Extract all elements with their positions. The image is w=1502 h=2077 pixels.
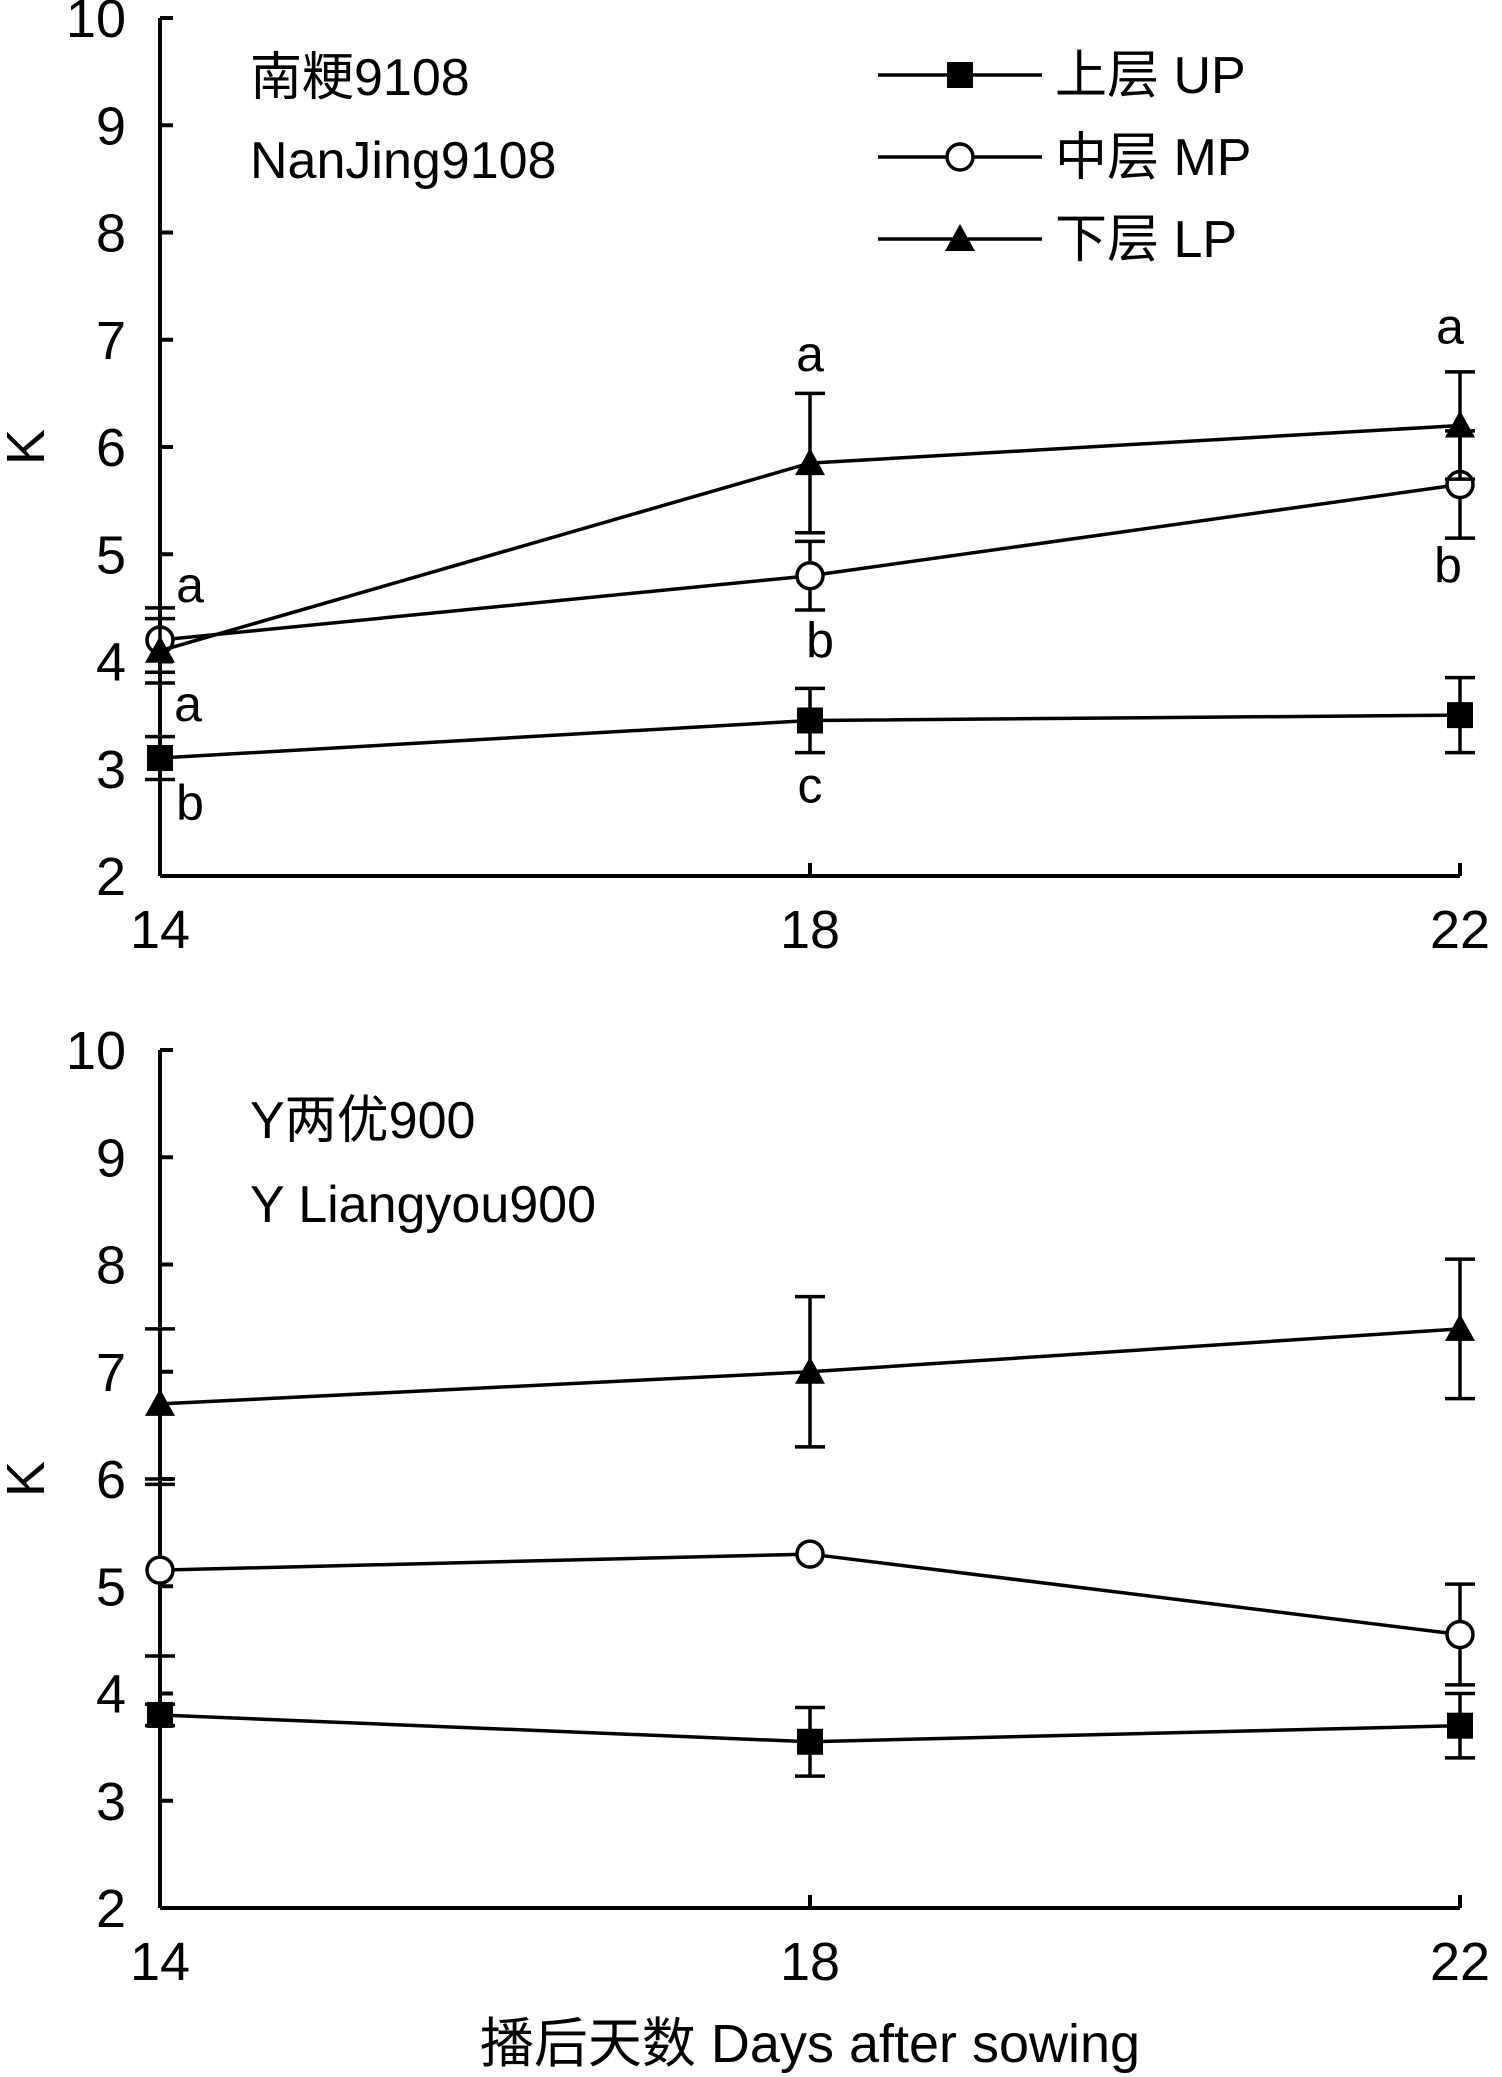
significance-letter: b: [1434, 538, 1462, 594]
significance-letter: a: [174, 676, 202, 732]
data-point: [795, 1539, 825, 1569]
y-tick-label: 2: [96, 847, 126, 907]
legend-marker: [945, 142, 975, 172]
x-tick-label: 18: [780, 900, 840, 960]
data-point: [1445, 1313, 1475, 1341]
legend-marker: [945, 224, 975, 251]
legend-label: 中层 MP: [1055, 129, 1251, 187]
y-tick-label: 4: [96, 633, 126, 693]
data-point: [795, 448, 825, 476]
data-point: [147, 1701, 173, 1728]
x-axis-label: 播后天数 Days after sowing: [480, 2014, 1140, 2074]
legend-label: 上层 UP: [1055, 47, 1246, 105]
y-tick-label: 10: [66, 1021, 126, 1081]
significance-letter: a: [1436, 299, 1464, 355]
y-tick-label: 6: [96, 1450, 126, 1510]
y-axis-label: K: [0, 429, 56, 465]
x-tick-label: 22: [1430, 900, 1490, 960]
x-tick-label: 22: [1430, 1932, 1490, 1992]
y-tick-label: 9: [96, 1128, 126, 1188]
significance-letter: a: [176, 557, 204, 613]
y-tick-label: 5: [96, 1557, 126, 1617]
panel-title: Y两优900: [250, 1092, 475, 1150]
panel-title: 南粳9108: [250, 49, 470, 107]
y-tick-label: 3: [96, 740, 126, 800]
y-tick-label: 9: [96, 96, 126, 156]
y-tick-label: 7: [96, 1343, 126, 1403]
data-point: [797, 707, 823, 734]
y-tick-label: 5: [96, 525, 126, 585]
data-point: [1445, 410, 1475, 438]
data-point: [147, 745, 173, 772]
x-tick-label: 14: [130, 1932, 190, 1992]
data-point: [145, 635, 175, 663]
y-tick-label: 8: [96, 1236, 126, 1296]
significance-letter: a: [796, 326, 824, 382]
y-tick-label: 6: [96, 418, 126, 478]
legend-label: 下层 LP: [1055, 211, 1237, 269]
panel-subtitle: Y Liangyou900: [250, 1176, 596, 1234]
y-tick-label: 8: [96, 204, 126, 264]
significance-letter: b: [806, 613, 834, 669]
data-point: [1445, 1619, 1475, 1650]
legend-marker: [947, 62, 973, 88]
panel-subtitle: NanJing9108: [250, 132, 556, 190]
significance-letter: c: [798, 757, 823, 813]
x-tick-label: 18: [780, 1932, 840, 1992]
data-point: [795, 1356, 825, 1384]
significance-letter: b: [176, 775, 204, 831]
chart-panel-2: 2 3 4 5 6 7 8 9 10 14 18 22 K Y两优900 Y Liangyou900 播后天数…: [0, 1021, 1490, 2074]
y-tick-label: 3: [96, 1772, 126, 1832]
y-tick-label: 7: [96, 311, 126, 371]
data-point: [145, 1388, 175, 1416]
y-tick-label: 4: [96, 1665, 126, 1725]
y-axis-label: K: [0, 1461, 56, 1497]
data-point: [1447, 702, 1473, 729]
y-tick-label: 10: [66, 0, 126, 49]
data-point: [1447, 1712, 1473, 1739]
data-point: [797, 1728, 823, 1755]
x-tick-label: 14: [130, 900, 190, 960]
y-tick-label: 2: [96, 1879, 126, 1939]
data-point: [145, 1555, 175, 1585]
data-point: [795, 560, 825, 591]
